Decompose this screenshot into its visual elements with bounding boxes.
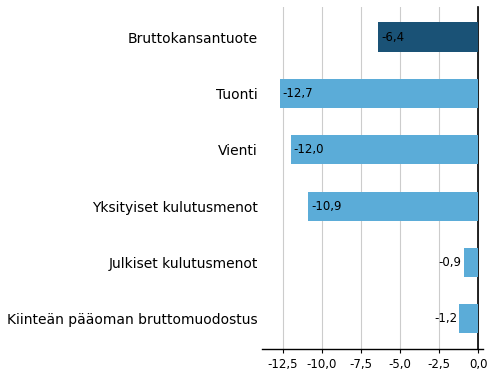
Bar bbox=[464, 248, 478, 277]
Text: -0,9: -0,9 bbox=[439, 256, 462, 269]
Text: -12,7: -12,7 bbox=[283, 87, 313, 100]
Bar bbox=[291, 135, 478, 164]
Bar bbox=[280, 79, 478, 108]
Bar bbox=[460, 304, 478, 333]
Text: -10,9: -10,9 bbox=[311, 200, 341, 213]
Text: -12,0: -12,0 bbox=[294, 143, 324, 156]
Bar bbox=[378, 23, 478, 52]
Text: -6,4: -6,4 bbox=[382, 31, 405, 43]
Bar bbox=[308, 192, 478, 221]
Text: -1,2: -1,2 bbox=[434, 312, 457, 325]
